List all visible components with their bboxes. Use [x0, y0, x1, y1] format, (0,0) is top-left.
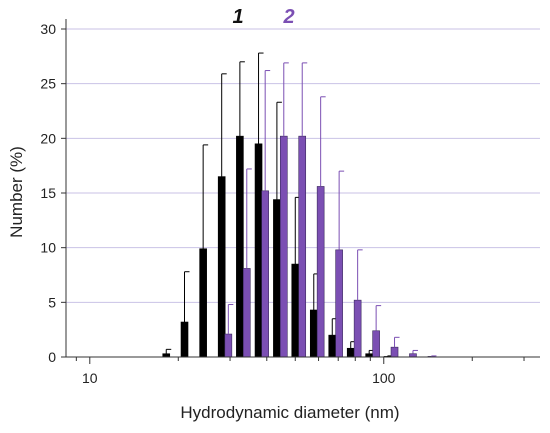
bar-series-1	[328, 334, 337, 358]
bar-series-1	[291, 263, 300, 358]
bar-series-2	[353, 299, 362, 358]
y-axis-label: Number (%)	[7, 146, 26, 238]
bar-series-1	[236, 135, 244, 358]
y-tick-label: 5	[48, 294, 56, 310]
bar-series-2	[298, 135, 307, 358]
x-tick-label: 10	[82, 370, 98, 386]
y-tick-label: 0	[48, 349, 56, 365]
y-tick-label: 15	[40, 185, 56, 201]
bar-series-2	[279, 135, 288, 358]
bar-series-2	[242, 268, 251, 358]
bar-series-1	[254, 143, 263, 358]
bars	[162, 52, 437, 358]
bar-series-1	[309, 309, 318, 358]
bar-series-2	[390, 346, 399, 358]
y-tick-label: 25	[40, 76, 56, 92]
y-tick-label: 30	[40, 21, 56, 37]
bar-series-1	[199, 248, 207, 358]
y-tick-label: 10	[40, 240, 56, 256]
bar-series-2	[224, 333, 233, 358]
legend-label-series-1: 1	[232, 6, 243, 28]
legend-label-series-2: 2	[282, 6, 294, 28]
y-tick-label: 20	[40, 130, 56, 146]
bar-series-2	[335, 249, 343, 358]
axes: 0 5 10 15 20 25 30 10 100	[40, 19, 540, 386]
bar-series-1	[346, 347, 355, 358]
bar-series-1	[217, 176, 226, 358]
bar-series-2	[261, 190, 269, 358]
x-axis-label: Hydrodynamic diameter (nm)	[180, 403, 399, 422]
bar-series-2	[316, 186, 325, 358]
bar-series-1	[180, 321, 189, 358]
bar-series-2	[372, 330, 380, 358]
x-tick-label: 100	[372, 370, 396, 386]
bar-series-1	[273, 199, 281, 358]
